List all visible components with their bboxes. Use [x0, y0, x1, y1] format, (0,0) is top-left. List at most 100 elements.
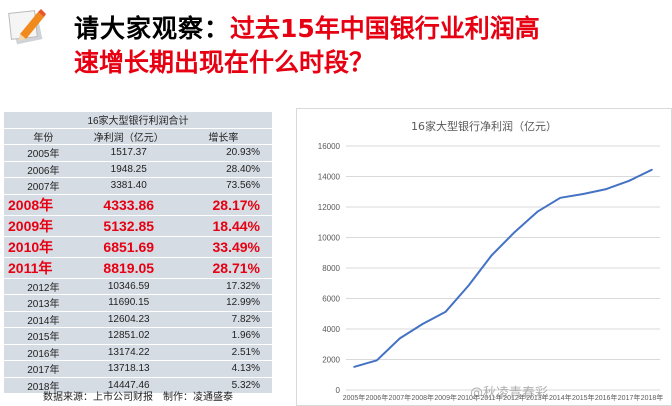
- y-tick-label: 6000: [322, 295, 340, 304]
- table-title-row: 16家大型银行利润合计: [4, 112, 272, 129]
- growth-cell: 18.44%: [174, 215, 272, 237]
- growth-cell: 7.82%: [174, 311, 272, 328]
- header-growth: 增长率: [174, 128, 272, 145]
- table-row: 2008年 4333.86 28.17%: [4, 194, 272, 216]
- growth-cell: 4.13%: [174, 360, 272, 378]
- profit-cell: 4333.86: [82, 194, 175, 216]
- y-tick-label: 12000: [318, 203, 341, 212]
- profit-cell: 12604.23: [82, 311, 175, 328]
- data-point: [467, 284, 470, 287]
- series-line: [353, 168, 653, 368]
- profit-line-chart: 16家大型银行净利润（亿元） 0 2000 4000 6000 8000 10000 1200…: [296, 108, 672, 406]
- growth-cell: 28.71%: [174, 257, 272, 279]
- x-tick-label: 2013年: [526, 393, 549, 402]
- table-row: 2016年 13174.22 2.51%: [4, 344, 272, 361]
- table-row: 2012年 10346.59 17.32%: [4, 278, 272, 295]
- profit-cell: 1948.25: [82, 161, 175, 178]
- table-title: 16家大型银行利润合计: [4, 112, 272, 129]
- x-tick-label: 2008年: [411, 393, 434, 402]
- profit-cell: 1517.37: [82, 144, 175, 162]
- x-tick-label: 2014年: [549, 393, 572, 402]
- data-point: [559, 196, 562, 199]
- year-cell: 2015年: [4, 327, 83, 345]
- header-profit: 净利润（亿元）: [82, 128, 175, 145]
- year-cell: 2008年: [4, 194, 83, 216]
- bank-profit-table: 16家大型银行利润合计 年份 净利润（亿元） 增长率 2005年 1517.37 2…: [4, 112, 272, 394]
- x-tick-label: 2012年: [503, 393, 526, 402]
- data-point: [444, 310, 447, 313]
- year-cell: 2017年: [4, 360, 83, 378]
- table-header-row: 年份 净利润（亿元） 增长率: [4, 128, 272, 145]
- x-tick-label: 2005年: [343, 393, 366, 402]
- growth-cell: 17.32%: [174, 278, 272, 295]
- x-tick-label: 2016年: [595, 393, 618, 402]
- y-tick-label: 4000: [322, 325, 340, 334]
- profit-cell: 12851.02: [82, 327, 175, 345]
- profit-cell: 8819.05: [82, 257, 175, 279]
- growth-cell: 12.99%: [174, 294, 272, 312]
- table-row: 2017年 13718.13 4.13%: [4, 360, 272, 378]
- x-tick-label: 2017年: [618, 393, 641, 402]
- table-row: 2007年 3381.40 73.56%: [4, 177, 272, 195]
- profit-cell: 13174.22: [82, 344, 175, 361]
- data-point: [513, 231, 516, 234]
- profit-cell: 14447.46: [82, 377, 175, 394]
- y-tick-label: 8000: [322, 264, 340, 273]
- data-point: [536, 210, 539, 213]
- chart-svg: 16家大型银行净利润（亿元） 0 2000 4000 6000 8000 10000 1200…: [296, 108, 672, 406]
- y-tick-label: 2000: [322, 356, 340, 365]
- growth-cell: 20.93%: [174, 144, 272, 162]
- table-row: 2006年 1948.25 28.40%: [4, 161, 272, 178]
- profit-cell: 5132.85: [82, 215, 175, 237]
- table-row: 2005年 1517.37 20.93%: [4, 144, 272, 162]
- growth-cell: 73.56%: [174, 177, 272, 195]
- year-cell: 2005年: [4, 144, 83, 162]
- year-cell: 2014年: [4, 311, 83, 328]
- year-cell: 2006年: [4, 161, 83, 178]
- year-cell: 2018年: [4, 377, 83, 394]
- data-point: [582, 193, 585, 195]
- growth-cell: 5.32%: [174, 377, 272, 394]
- x-tick-label: 2006年: [366, 393, 389, 402]
- x-tick-label: 2015年: [572, 393, 595, 402]
- x-tick-label: 2007年: [389, 393, 412, 402]
- data-point: [605, 188, 607, 190]
- question-heading: 请大家观察：过去15年中国银行业利润高 速增长期出现在什么时段？: [74, 12, 664, 80]
- data-point: [651, 168, 653, 171]
- pencil-edit-icon: [8, 9, 46, 45]
- chart-frame: [296, 108, 672, 406]
- table-row: 2018年 14447.46 5.32%: [4, 377, 272, 394]
- profit-cell: 3381.40: [82, 177, 175, 195]
- data-point: [376, 359, 378, 362]
- chart-title: 16家大型银行净利润（亿元）: [411, 119, 557, 133]
- data-point: [353, 366, 355, 368]
- data-point: [490, 254, 493, 257]
- x-tick-label: 2018年: [641, 393, 664, 402]
- year-cell: 2013年: [4, 294, 83, 312]
- year-cell: 2009年: [4, 215, 83, 237]
- growth-cell: 1.96%: [174, 327, 272, 345]
- heading-line1: 过去15年中国银行业利润高: [230, 14, 540, 43]
- year-cell: 2010年: [4, 236, 83, 258]
- x-tick-label: 2011年: [481, 393, 503, 402]
- header-year: 年份: [4, 128, 83, 145]
- year-cell: 2012年: [4, 278, 83, 295]
- growth-cell: 28.17%: [174, 194, 272, 216]
- year-cell: 2007年: [4, 177, 83, 195]
- table-row: 2014年 12604.23 7.82%: [4, 311, 272, 328]
- y-tick-label: 10000: [318, 234, 341, 243]
- table-row: 2010年 6851.69 33.49%: [4, 236, 272, 258]
- table-row: 2011年 8819.05 28.71%: [4, 257, 272, 279]
- data-point: [421, 323, 424, 325]
- profit-cell: 11690.15: [82, 294, 175, 312]
- profit-cell: 6851.69: [82, 236, 175, 258]
- y-tick-label: 16000: [318, 142, 341, 151]
- data-point: [628, 179, 630, 182]
- year-cell: 2011年: [4, 257, 83, 279]
- y-tick-label: 14000: [318, 173, 341, 182]
- growth-cell: 28.40%: [174, 161, 272, 178]
- table-row: 2013年 11690.15 12.99%: [4, 294, 272, 312]
- table-row: 2009年 5132.85 18.44%: [4, 215, 272, 237]
- heading-line2: 速增长期出现在什么时段？: [74, 48, 375, 77]
- table-row: 2015年 12851.02 1.96%: [4, 327, 272, 345]
